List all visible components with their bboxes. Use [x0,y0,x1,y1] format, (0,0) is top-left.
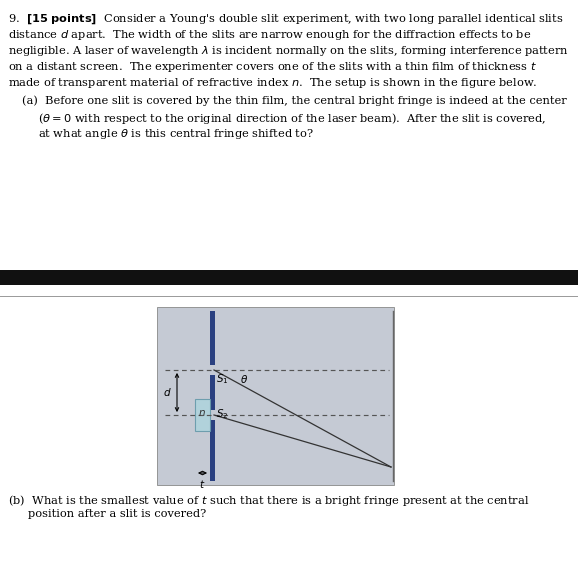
Bar [210,420,215,481]
Text: distance $d$ apart.  The width of the slits are narrow enough for the diffractio: distance $d$ apart. The width of the sli… [8,28,531,42]
Text: ($\theta = 0$ with respect to the original direction of the laser beam).  After : ($\theta = 0$ with respect to the origin… [38,111,546,126]
Text: $S_1$: $S_1$ [216,372,228,386]
Text: negligible. A laser of wavelength $\lambda$ is incident normally on the slits, f: negligible. A laser of wavelength $\lamb… [8,44,569,58]
Text: $\theta$: $\theta$ [240,373,248,385]
Text: at what angle $\theta$ is this central fringe shifted to?: at what angle $\theta$ is this central f… [38,127,314,141]
Text: $t$: $t$ [199,478,205,490]
Text: 9.  $\mathbf{[15\ points]}$  Consider a Young's double slit experiment, with two: 9. $\mathbf{[15\ points]}$ Consider a Yo… [8,12,564,26]
Text: made of transparent material of refractive index $n$.  The setup is shown in the: made of transparent material of refracti… [8,76,538,90]
Text: $n$: $n$ [198,408,206,418]
Text: position after a slit is covered?: position after a slit is covered? [28,509,206,519]
Text: (a)  Before one slit is covered by the thin film, the central bright fringe is i: (a) Before one slit is covered by the th… [22,95,567,105]
Text: (b)  What is the smallest value of $t$ such that there is a bright fringe presen: (b) What is the smallest value of $t$ su… [8,493,529,508]
Bar [0,270,578,285]
Bar [210,311,215,365]
Bar [157,307,394,485]
Text: $S_2$: $S_2$ [216,407,228,421]
Bar [210,375,215,410]
Text: $d$: $d$ [164,387,172,398]
Text: on a distant screen.  The experimenter covers one of the slits with a thin film : on a distant screen. The experimenter co… [8,60,537,74]
Bar [195,399,210,431]
